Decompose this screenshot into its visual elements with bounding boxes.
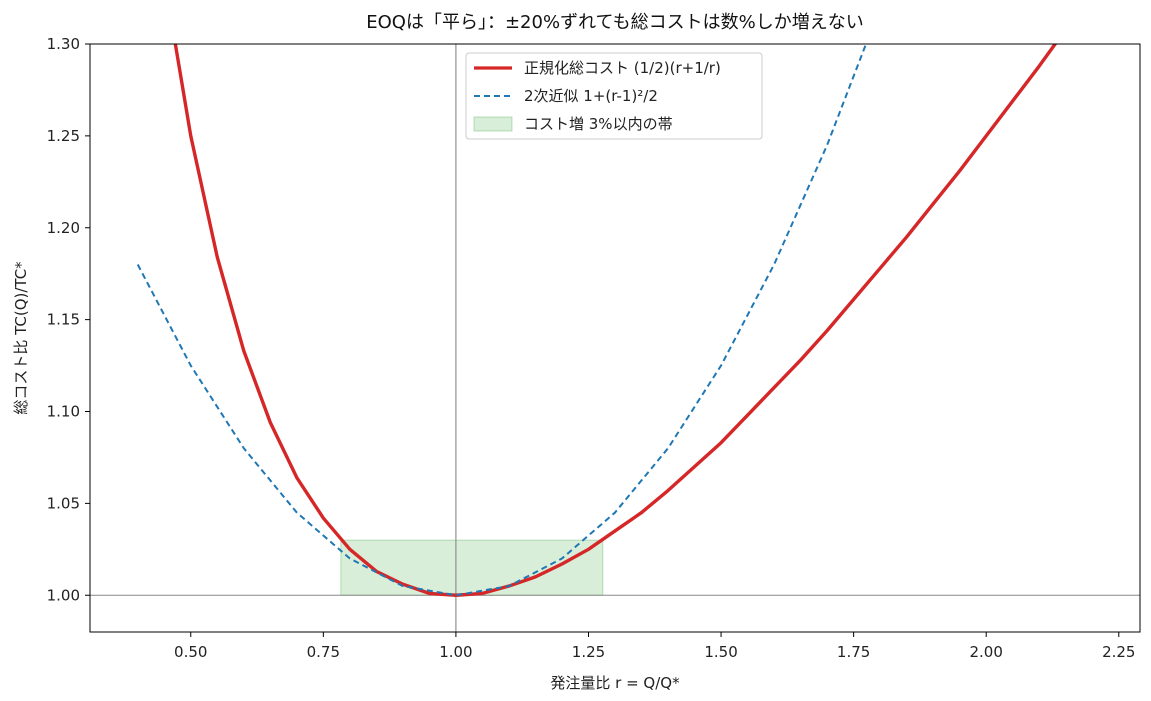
reference-lines xyxy=(90,44,1140,632)
legend-label-quadratic: 2次近似 1+(r-1)²/2 xyxy=(524,87,658,105)
legend-box xyxy=(465,52,763,140)
cost-band xyxy=(340,539,604,596)
x-tick-label: 2.25 xyxy=(1102,643,1135,661)
y-tick-label: 1.20 xyxy=(47,219,80,237)
x-axis-label: 発注量比 r = Q/Q* xyxy=(550,674,680,692)
y-tick-label: 1.10 xyxy=(47,403,80,421)
series-layer xyxy=(136,44,1058,597)
x-tick-label: 1.50 xyxy=(704,643,737,661)
y-axis: 1.00 1.05 1.10 1.15 1.20 1.25 1.30 xyxy=(47,35,90,604)
y-tick-label: 1.30 xyxy=(47,35,80,53)
series-line-quadratic xyxy=(136,44,868,597)
x-tick-label: 0.50 xyxy=(174,643,207,661)
x-axis: 0.50 0.75 1.00 1.25 1.50 1.75 2.00 2.25 xyxy=(174,632,1135,661)
legend-swatch-band xyxy=(473,116,513,132)
legend-label-normalized-cost: 正規化総コスト (1/2)(r+1/r) xyxy=(524,59,721,77)
legend-label-band: コスト増 3%以内の帯 xyxy=(524,115,673,133)
plot-frame xyxy=(89,43,1141,633)
y-tick-label: 1.25 xyxy=(47,127,80,145)
chart-title: EOQは「平ら」：±20%ずれても総コストは数%しか増えない xyxy=(366,12,863,33)
y-tick-label: 1.00 xyxy=(47,586,80,604)
x-tick-label: 0.75 xyxy=(307,643,340,661)
x-tick-label: 2.00 xyxy=(970,643,1003,661)
x-tick-label: 1.00 xyxy=(439,643,472,661)
y-tick-label: 1.05 xyxy=(47,494,80,512)
x-tick-label: 1.25 xyxy=(572,643,605,661)
series-line-normalized-cost xyxy=(173,44,1058,597)
legend: 正規化総コスト (1/2)(r+1/r) 2次近似 1+(r-1)²/2 コスト… xyxy=(465,52,763,140)
plot-area xyxy=(90,44,1140,632)
x-tick-label: 1.75 xyxy=(837,643,870,661)
y-axis-label: 総コスト比 TC(Q)/TC* xyxy=(12,261,30,415)
y-tick-label: 1.15 xyxy=(47,311,80,329)
band-layer xyxy=(340,539,604,596)
